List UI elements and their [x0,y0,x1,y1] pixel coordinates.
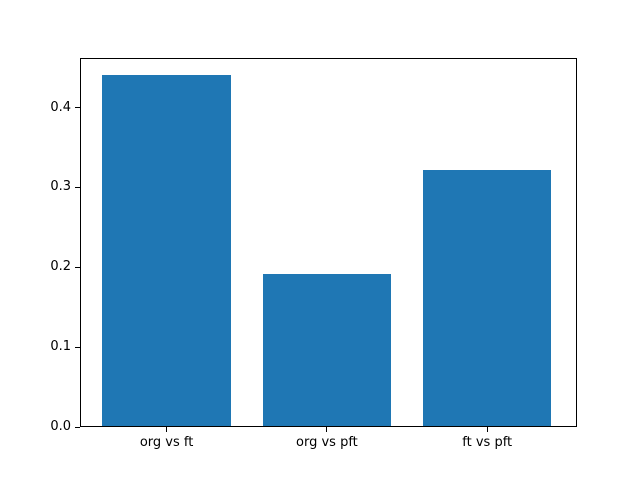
y-tick-label: 0.0 [50,419,71,434]
y-tick-label: 0.3 [50,179,71,195]
plot-area [80,58,577,427]
y-tick-mark [75,346,80,348]
y-tick-label: 0.1 [50,339,71,355]
x-tick-label: org vs pft [296,435,358,450]
y-tick-label: 0.2 [50,259,71,275]
bar-org-vs-ft [102,74,231,426]
y-tick-label: 0.4 [50,99,71,115]
bar-ft-vs-pft [423,170,552,426]
x-tick-label: org vs ft [139,435,194,450]
y-tick-mark [75,266,80,268]
x-tick-mark [166,427,168,432]
y-tick-mark [75,186,80,188]
y-tick-mark [75,426,80,428]
x-tick-mark [326,427,328,432]
y-tick-mark [75,107,80,109]
x-tick-mark [486,427,488,432]
bar-org-vs-pft [262,274,392,426]
x-tick-label: ft vs pft [462,435,513,450]
